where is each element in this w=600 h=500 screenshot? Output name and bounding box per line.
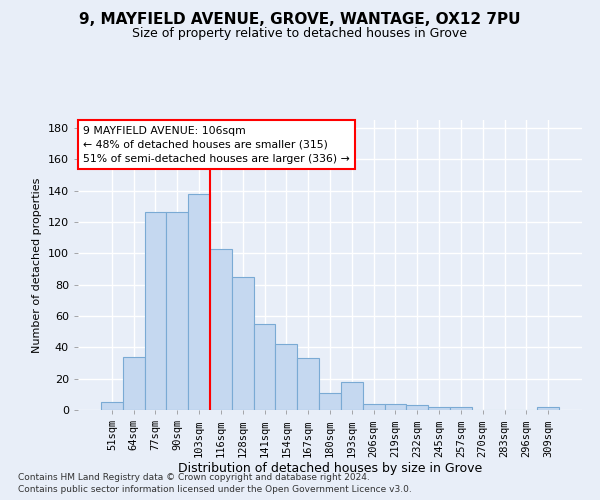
Bar (145, 212, 166, 410)
Bar (385, 404, 406, 410)
Bar (254, 324, 275, 410)
Text: Contains public sector information licensed under the Open Government Licence v3: Contains public sector information licen… (18, 485, 412, 494)
Bar (297, 358, 319, 410)
Text: 9, MAYFIELD AVENUE, GROVE, WANTAGE, OX12 7PU: 9, MAYFIELD AVENUE, GROVE, WANTAGE, OX12… (79, 12, 521, 28)
Bar (188, 194, 210, 410)
Bar (341, 382, 363, 410)
Bar (101, 402, 123, 410)
X-axis label: Distribution of detached houses by size in Grove: Distribution of detached houses by size … (178, 462, 482, 475)
Bar (406, 406, 428, 410)
Text: 9 MAYFIELD AVENUE: 106sqm
← 48% of detached houses are smaller (315)
51% of semi: 9 MAYFIELD AVENUE: 106sqm ← 48% of detac… (83, 126, 350, 164)
Text: Contains HM Land Registry data © Crown copyright and database right 2024.: Contains HM Land Registry data © Crown c… (18, 472, 370, 482)
Bar (275, 344, 297, 410)
Bar (428, 407, 450, 410)
Y-axis label: Number of detached properties: Number of detached properties (32, 178, 42, 352)
Bar (319, 393, 341, 410)
Bar (450, 407, 472, 410)
Text: Size of property relative to detached houses in Grove: Size of property relative to detached ho… (133, 28, 467, 40)
Bar (363, 404, 385, 410)
Bar (166, 212, 188, 410)
Bar (123, 356, 145, 410)
Bar (537, 407, 559, 410)
Bar (210, 248, 232, 410)
Bar (232, 277, 254, 410)
